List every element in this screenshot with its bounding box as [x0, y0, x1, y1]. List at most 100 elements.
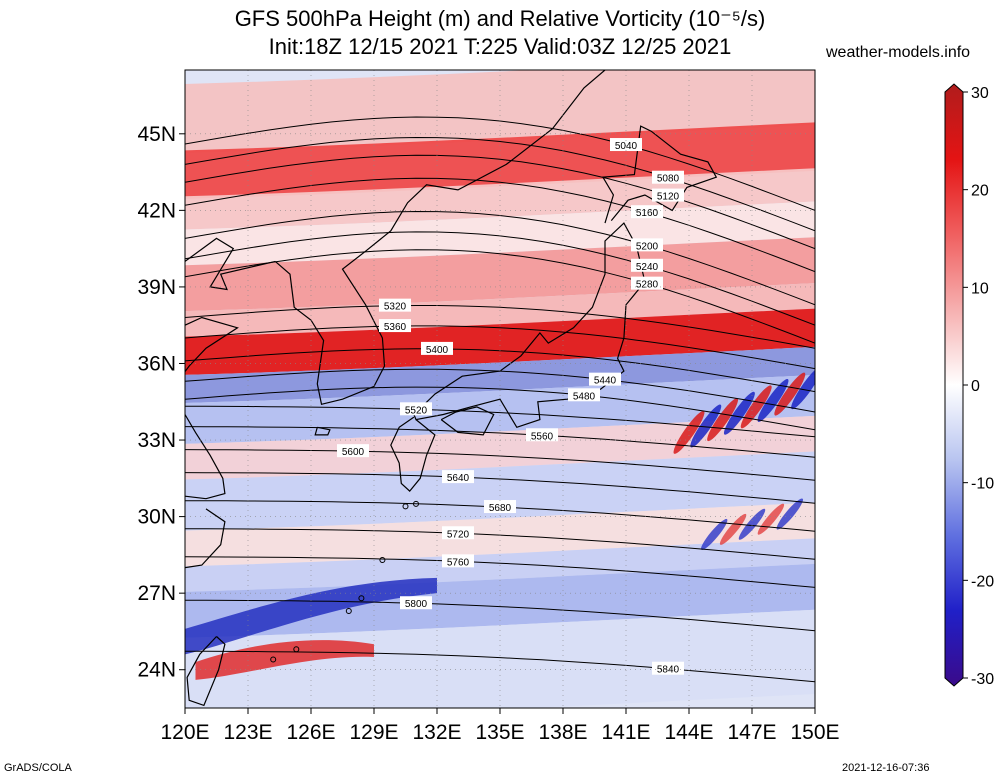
lon-tick-label: 138E: [538, 721, 587, 744]
lat-tick-label: 27N: [137, 582, 176, 605]
coastline: [185, 508, 226, 569]
contour-label: 5240: [636, 262, 659, 273]
lat-tick-label: 30N: [137, 506, 176, 529]
colorbar-label: -10: [971, 476, 994, 493]
island: [345, 608, 352, 615]
contour-label: 5560: [531, 431, 554, 442]
contour-label: 5720: [447, 529, 470, 540]
contour-label-bg: [421, 341, 453, 355]
lon-tick-label: 132E: [412, 721, 461, 744]
vorticity-wave-cell: [791, 366, 815, 410]
lon-tick-label: 135E: [475, 721, 524, 744]
vorticity-band: [185, 308, 815, 375]
contour-label: 5200: [636, 241, 659, 252]
contour-label-bg: [631, 238, 663, 252]
vorticity-wave-cell: [673, 410, 705, 454]
coastline: [413, 222, 646, 429]
lat-tick-label: 42N: [137, 199, 176, 222]
lat-tick-label: 33N: [137, 429, 176, 452]
vorticity-wave-cell: [740, 385, 772, 429]
island: [270, 656, 277, 663]
vorticity-wave-cell: [757, 378, 789, 422]
contour-label-bg: [610, 138, 642, 152]
lat-tick-label: 39N: [137, 276, 176, 299]
vorticity-wave-cell: [690, 404, 722, 448]
colorbar-label: -20: [971, 573, 994, 590]
island: [358, 595, 365, 602]
coastline: [185, 414, 226, 500]
vorticity-wave-cell: [707, 398, 739, 442]
contour-label-bg: [442, 470, 474, 484]
lon-tick-label: 129E: [349, 721, 398, 744]
colorbar-label: 30: [971, 85, 989, 102]
contour-label-bg: [379, 298, 411, 312]
colorbar-label: 20: [971, 183, 989, 200]
colorbar-label: 10: [971, 280, 989, 297]
coastlines: [185, 70, 718, 707]
contour-label-bg: [442, 526, 474, 540]
height-contour-line: [185, 177, 815, 273]
lon-tick-label: 141E: [601, 721, 650, 744]
contour-label-bg: [631, 205, 663, 219]
height-contour-line: [185, 154, 815, 250]
lat-tick-label: 45N: [137, 123, 176, 146]
island: [379, 556, 386, 563]
lon-tick-label: 150E: [790, 721, 839, 744]
vorticity-band: [185, 283, 815, 337]
height-contours: 5040508051205160520052405280532053605400…: [185, 116, 815, 683]
vorticity-wave-cell: [719, 513, 747, 545]
colorbar-label: -30: [971, 671, 994, 688]
contour-label: 5120: [657, 192, 680, 203]
graticule: [185, 70, 815, 708]
footer-timestamp: 2021-12-16-07:36: [842, 762, 930, 774]
vorticity-wave-cell: [738, 508, 766, 540]
contour-label: 5680: [489, 503, 512, 514]
contour-label: 5320: [384, 302, 407, 313]
contour-label-bg: [652, 170, 684, 184]
height-contour-line: [185, 472, 815, 504]
colorbar-label: 0: [971, 378, 980, 395]
map-axes: 24N 27N 30N 33N 36N 39N 42N 45N 120E 123E 126E 129E…: [137, 123, 839, 744]
height-contour-line: [185, 426, 815, 458]
height-contour-line: [185, 405, 815, 438]
vorticity-wave-cell: [700, 518, 728, 550]
contour-label-bg: [631, 258, 663, 272]
vorticity-band: [185, 375, 815, 444]
contour-label: 5520: [405, 405, 428, 416]
coastline: [390, 416, 436, 492]
vorticity-band: [185, 451, 815, 531]
vorticity-wave-cell: [723, 391, 755, 435]
contour-label-bg: [400, 596, 432, 610]
contour-label-bg: [526, 428, 558, 442]
contour-label-bg: [400, 402, 432, 416]
contour-label: 5800: [405, 599, 428, 610]
height-contour-line: [185, 136, 815, 232]
contour-label-bg: [337, 444, 369, 458]
lon-tick-label: 123E: [223, 721, 272, 744]
vorticity-band: [185, 609, 815, 708]
lon-tick-label: 120E: [160, 721, 209, 744]
contour-label-bg: [652, 661, 684, 675]
vorticity-band: [185, 237, 815, 312]
contour-label-bg: [379, 319, 411, 333]
contour-label-bg: [631, 276, 663, 290]
height-contour-line: [185, 386, 815, 431]
contour-label: 5760: [447, 557, 470, 568]
height-contour-line: [185, 368, 815, 413]
contour-label: 5040: [615, 141, 638, 152]
coastline: [185, 316, 239, 373]
contour-label-bg: [568, 388, 600, 402]
coastline: [440, 406, 495, 436]
coastline: [274, 70, 606, 406]
contour-label: 5480: [573, 391, 596, 402]
height-contour-line: [185, 325, 815, 370]
coastline: [601, 125, 718, 224]
contour-label: 5160: [636, 208, 659, 219]
contour-label: 5280: [636, 280, 659, 291]
site-credit: weather-models.info: [826, 44, 971, 61]
height-contour-line: [185, 305, 815, 349]
vorticity-wave-cell: [776, 498, 804, 530]
lon-tick-label: 144E: [664, 721, 713, 744]
lon-tick-label: 147E: [727, 721, 776, 744]
contour-label: 5600: [342, 447, 365, 458]
